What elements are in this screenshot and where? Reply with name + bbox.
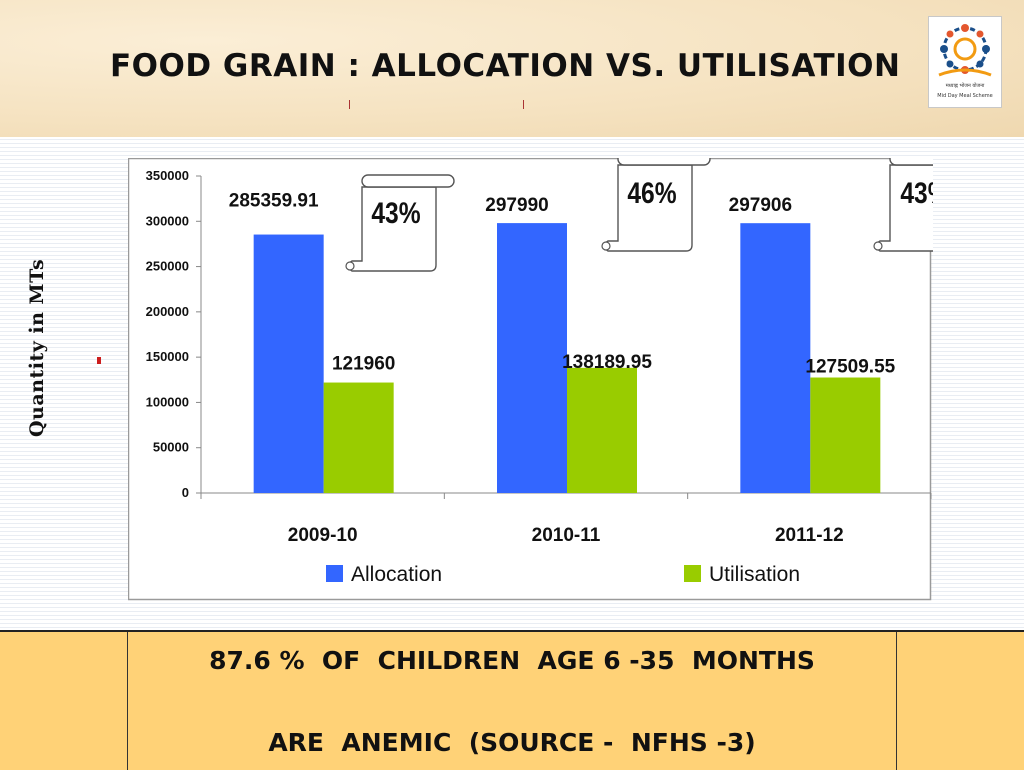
footer-left-cell — [0, 632, 128, 770]
bar-allocation — [497, 223, 567, 493]
data-label-allocation: 297990 — [485, 195, 548, 216]
slide-title: Food Grain : Allocation Vs. Utilisation — [110, 48, 901, 84]
bar-utilisation — [810, 377, 881, 493]
x-tick-label: 2009-10 — [288, 525, 358, 546]
data-label-utilisation: 121960 — [332, 354, 395, 375]
legend-label-allocation: Allocation — [351, 563, 442, 586]
y-tick-label: 150000 — [146, 349, 189, 364]
x-tick-label: 2010-11 — [532, 525, 601, 546]
y-tick-label: 300000 — [146, 213, 189, 228]
footer-center-cell — [128, 632, 897, 770]
y-tick-label: 350000 — [146, 168, 189, 183]
title-tick-mark — [523, 100, 524, 109]
bar-utilisation — [567, 367, 637, 493]
scroll-top-roll — [889, 158, 933, 166]
title-tick-mark — [349, 100, 350, 109]
data-label-utilisation: 127509.55 — [805, 357, 895, 378]
x-tick-label: 2011-12 — [775, 525, 844, 546]
footer-statement-line-2: are anemic (Source - NFHS -3) — [268, 728, 756, 757]
data-label-utilisation: 138189.95 — [562, 352, 652, 373]
logo-caption: Mid Day Meal Scheme — [937, 93, 993, 99]
y-tick-label: 50000 — [153, 440, 189, 455]
footer-banner: 87.6 % of children age 6 -35 months are … — [0, 630, 1024, 770]
data-label-allocation: 285359.91 — [229, 191, 319, 212]
logo-script-text: मध्याह्न भोजन योजना — [945, 83, 985, 89]
scroll-top-roll — [361, 174, 455, 188]
y-tick-label: 250000 — [146, 259, 189, 274]
y-tick-label: 100000 — [146, 394, 189, 409]
scroll-bottom-curl — [601, 241, 611, 251]
y-tick-label: 0 — [182, 485, 189, 500]
red-dot-mark — [97, 357, 101, 364]
utilisation-percent-annotation: 43% — [371, 196, 420, 230]
legend-swatch-utilisation — [684, 565, 701, 582]
data-label-allocation: 297906 — [729, 195, 792, 216]
utilisation-percent-annotation: 43% — [900, 176, 933, 210]
scroll-bottom-curl — [873, 241, 883, 251]
legend-label-utilisation: Utilisation — [709, 563, 800, 586]
y-tick-label: 200000 — [146, 304, 189, 319]
bar-utilisation — [323, 382, 394, 493]
legend-swatch-allocation — [326, 565, 343, 582]
mid-day-meal-logo: मध्याह्न भोजन योजना Mid Day Meal Scheme — [928, 16, 1002, 108]
bar-allocation — [740, 223, 811, 493]
y-axis-title: Quantity in MTs — [26, 258, 48, 437]
footer-statement-line-1: 87.6 % of children age 6 -35 months — [209, 646, 815, 675]
title-banner: Food Grain : Allocation Vs. Utilisation … — [0, 0, 1024, 137]
scroll-bottom-curl — [345, 261, 355, 271]
logo-emblem-icon — [938, 24, 992, 77]
bar-chart: 0 50000 100000 150000 200000 250000 300000 3500… — [128, 158, 933, 601]
bar-allocation — [253, 234, 324, 493]
footer-right-cell — [897, 632, 1023, 770]
scroll-top-roll — [617, 158, 711, 166]
utilisation-percent-annotation: 46% — [627, 176, 676, 210]
